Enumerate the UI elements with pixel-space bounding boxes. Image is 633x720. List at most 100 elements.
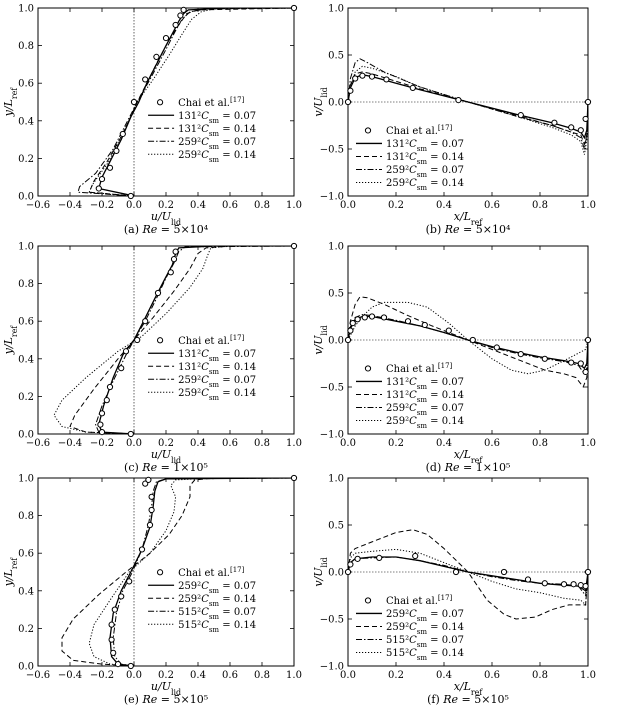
series-line-0 — [348, 315, 588, 370]
reference-point — [409, 84, 416, 92]
x-tick-label: 0.8 — [254, 670, 270, 681]
reference-point — [142, 318, 149, 325]
x-tick-label: 0.2 — [388, 670, 404, 681]
legend-label-0: 131²Csm = 0.07 — [386, 377, 464, 391]
reference-point — [108, 636, 115, 643]
reference-point — [95, 185, 102, 192]
series-line-2 — [77, 8, 294, 196]
x-tick-label: 0.2 — [158, 438, 174, 449]
reference-point — [577, 582, 584, 589]
legend-label-reference: Chai et al.[17] — [178, 566, 245, 579]
reference-point — [172, 21, 179, 29]
legend-label-0: 131²Csm = 0.07 — [178, 349, 256, 363]
reference-point — [130, 98, 138, 106]
reference-point — [177, 12, 184, 19]
reference-point — [172, 248, 179, 255]
x-tick-label: 1.0 — [286, 670, 302, 681]
series-line-2 — [348, 314, 588, 375]
x-tick-label: 0.8 — [532, 670, 548, 681]
y-axis-label: v/Ulid — [312, 87, 329, 116]
x-tick-label: −0.4 — [58, 670, 82, 681]
reference-point — [111, 606, 118, 613]
y-tick-label: 0.2 — [18, 624, 34, 635]
y-tick-label: 0.2 — [18, 154, 34, 165]
x-axis-label: u/Ulid — [151, 210, 181, 227]
chart-panel-e: −0.6 −0.4 −0.2 0.0 0.2 0.4 0.6 0.8 1.0 0.0 0.2 0.4 0… — [2, 474, 302, 707]
reference-point — [584, 98, 592, 106]
reference-point — [118, 593, 125, 600]
y-tick-label: 0.6 — [18, 549, 34, 560]
reference-point — [127, 662, 134, 670]
reference-point — [170, 256, 178, 263]
reference-point — [551, 119, 558, 126]
series-line-3 — [348, 65, 588, 155]
reference-point — [349, 319, 356, 327]
x-axis-label: u/Ulid — [151, 448, 181, 465]
reference-point — [145, 476, 152, 483]
chart-panel-f: 0.0 0.2 0.4 0.6 0.8 1.0 −1.0 −0.5 0.0 0.5 1.0 x/Lre… — [312, 474, 596, 707]
legend-label-3: 515²Csm = 0.14 — [386, 648, 464, 662]
reference-point — [570, 581, 577, 588]
reference-point — [148, 493, 155, 500]
series-line-0 — [348, 74, 588, 140]
x-tick-label: 0.6 — [222, 670, 238, 681]
reference-point — [500, 568, 508, 576]
x-tick-label: −0.2 — [90, 670, 114, 681]
reference-point — [347, 87, 354, 94]
legend-label-2: 515²Csm = 0.07 — [386, 635, 464, 649]
reference-point — [118, 365, 125, 372]
reference-point — [582, 583, 589, 590]
x-tick-label: −0.4 — [58, 438, 82, 449]
series-line-2 — [348, 556, 588, 597]
panel-caption: (c) Re = 1×10⁵ — [124, 461, 208, 474]
x-tick-label: 0.8 — [254, 438, 270, 449]
y-tick-label: 0.4 — [18, 354, 34, 365]
x-tick-label: 0.6 — [222, 438, 238, 449]
reference-point — [455, 97, 462, 104]
reference-point — [154, 289, 162, 297]
series-line-1 — [88, 8, 294, 196]
reference-point — [577, 127, 584, 134]
y-tick-label: 1.0 — [18, 4, 34, 15]
reference-point — [98, 175, 106, 183]
chart-panel-a: −0.6 −0.4 −0.2 0.0 0.2 0.4 0.6 0.8 1.0 0.0 0.2 0.4 0… — [2, 4, 302, 237]
panel-caption: (d) Re = 1×10⁵ — [426, 461, 511, 474]
panel-caption: (e) Re = 5×10⁵ — [124, 693, 208, 706]
y-tick-label: −0.5 — [320, 383, 344, 394]
series-line-2 — [348, 58, 588, 150]
y-tick-label: 0.5 — [328, 51, 344, 62]
reference-point — [98, 429, 106, 436]
reference-point — [142, 480, 149, 487]
reference-point — [354, 555, 361, 562]
reference-point — [134, 336, 141, 344]
y-tick-label: −1.0 — [320, 430, 344, 441]
reference-point — [368, 73, 376, 80]
series-line-1 — [61, 478, 294, 666]
reference-point — [541, 355, 548, 362]
y-tick-label: 0.0 — [18, 662, 34, 673]
reference-point — [344, 98, 352, 106]
y-tick-label: −0.5 — [320, 145, 344, 156]
reference-point — [517, 351, 524, 358]
x-axis-label: u/Ulid — [151, 680, 181, 697]
y-tick-label: 0.6 — [18, 317, 34, 328]
y-tick-label: 1.0 — [328, 474, 344, 485]
reference-point — [290, 474, 298, 482]
reference-point — [376, 554, 383, 562]
x-tick-label: 1.0 — [580, 200, 596, 211]
legend-label-2: 259²Csm = 0.07 — [386, 165, 464, 179]
legend-label-3: 259²Csm = 0.14 — [178, 150, 256, 164]
legend-marker-reference — [364, 597, 372, 604]
reference-point — [568, 124, 575, 131]
y-tick-label: 0.0 — [328, 98, 344, 109]
reference-point — [98, 410, 106, 417]
legend-label-2: 259²Csm = 0.07 — [178, 137, 256, 151]
reference-point — [347, 327, 354, 334]
x-tick-label: 0.2 — [388, 438, 404, 449]
reference-point — [541, 580, 548, 587]
reference-point — [577, 360, 584, 367]
reference-point — [138, 546, 146, 553]
